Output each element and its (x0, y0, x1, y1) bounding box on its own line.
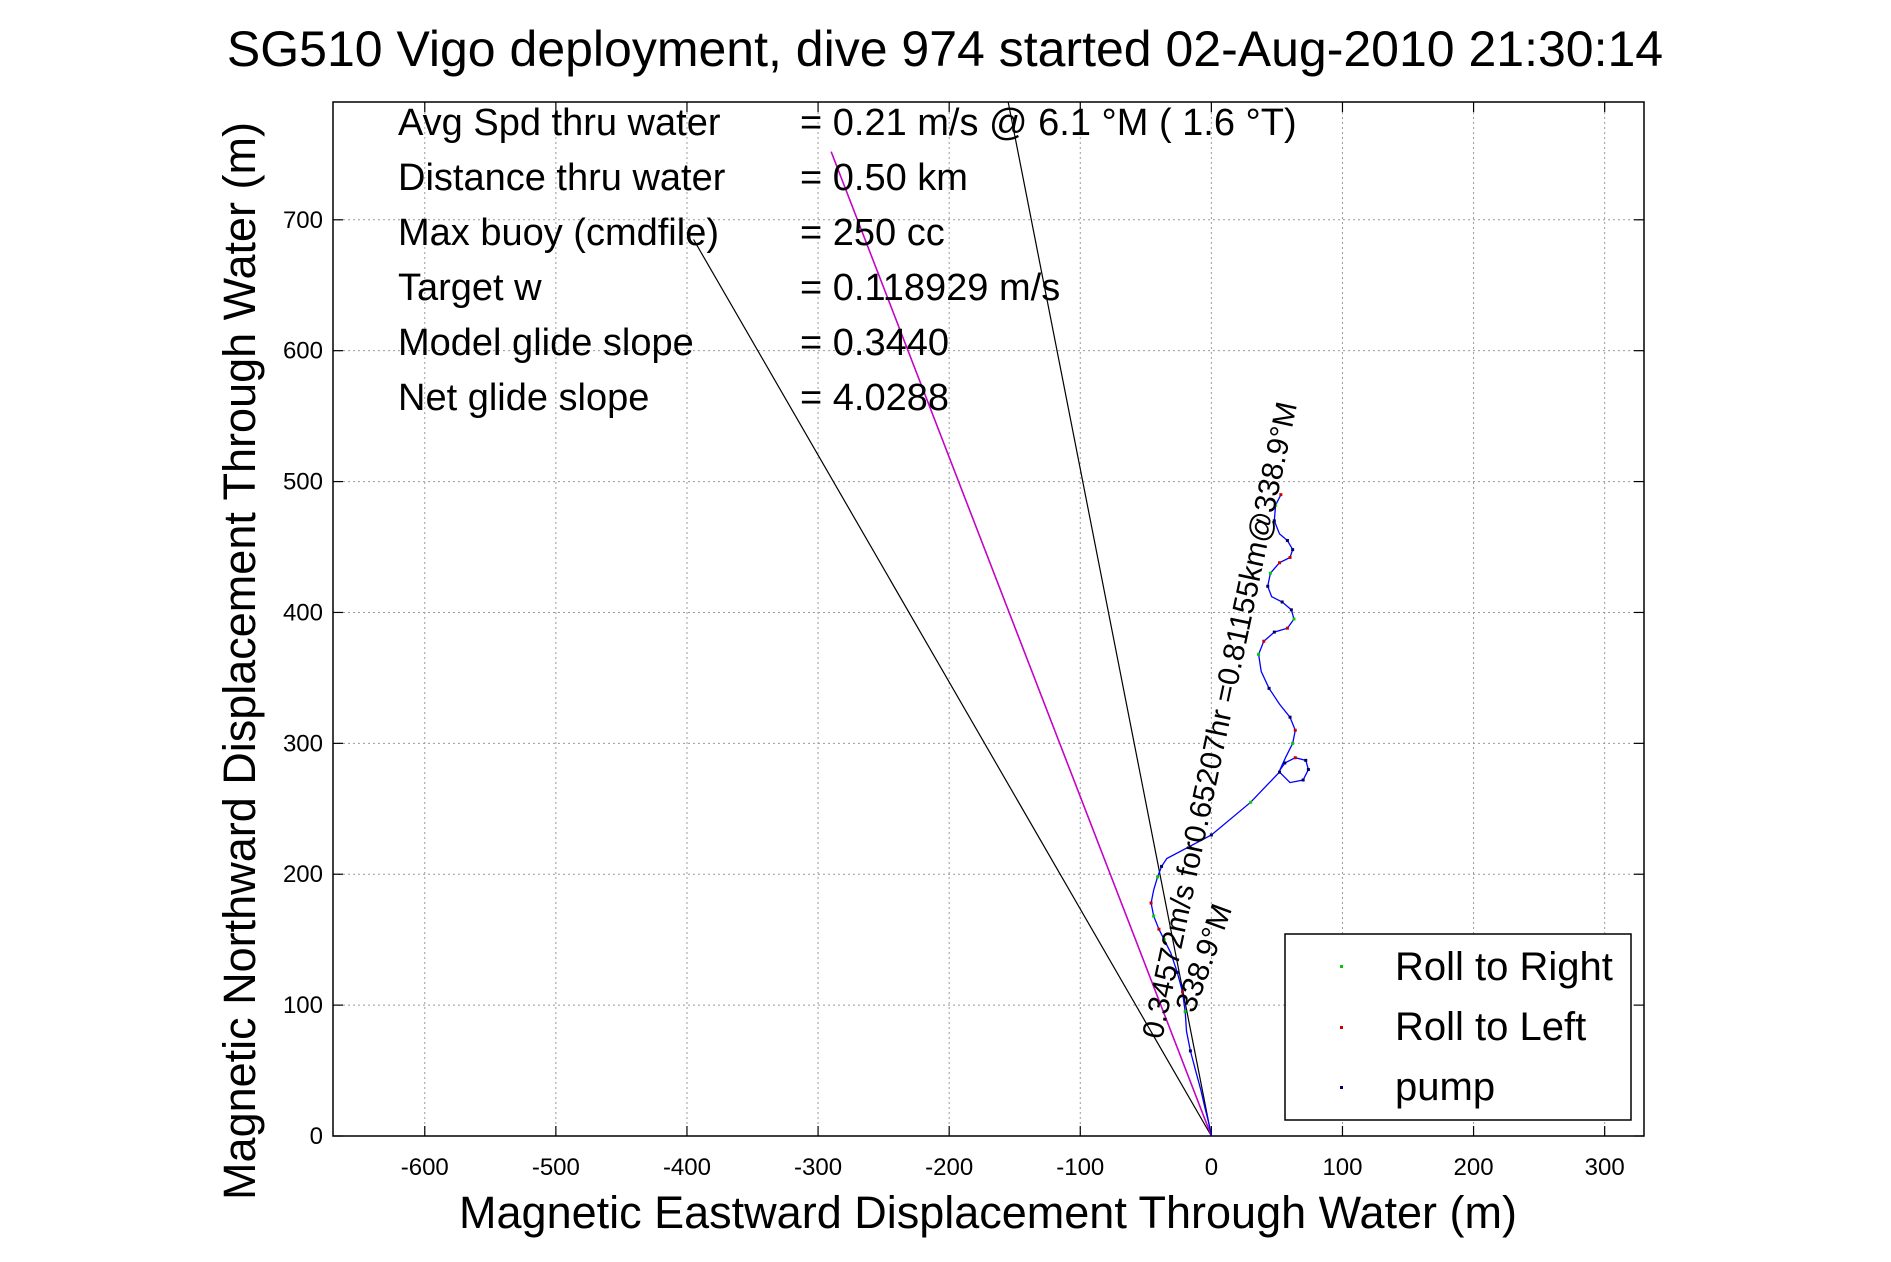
pump-point (1301, 778, 1305, 782)
x-tick-label: -400 (663, 1154, 711, 1181)
pump-point (1278, 770, 1282, 774)
x-tick-label: 300 (1585, 1154, 1625, 1181)
x-tick-label: 0 (1205, 1154, 1218, 1181)
y-tick-label: 700 (283, 207, 323, 234)
roll-right-point (1152, 914, 1156, 918)
x-tick-label: -600 (401, 1154, 449, 1181)
info-label: Distance thru water (398, 157, 726, 199)
y-tick-label: 400 (283, 599, 323, 626)
roll-right-point (1249, 800, 1253, 804)
legend-marker-pump (1340, 1086, 1343, 1089)
rays (693, 101, 1213, 1137)
roll-left-point (1149, 901, 1153, 905)
legend-roll-right: Roll to Right (1395, 945, 1613, 989)
roll-right-point (1268, 571, 1272, 575)
pump-point (1272, 630, 1276, 634)
pump-point (1175, 970, 1179, 974)
info-label: Target w (398, 267, 542, 309)
legend-roll-left: Roll to Left (1395, 1005, 1586, 1049)
x-tick-label: -500 (532, 1154, 580, 1181)
track-line (1150, 494, 1310, 1137)
markers (1149, 493, 1310, 1053)
pump-point (1285, 538, 1289, 542)
roll-right-point (1162, 938, 1166, 942)
roll-right-point (1257, 652, 1261, 656)
legend-marker-roll-left (1340, 1026, 1343, 1029)
y-tick-label: 100 (283, 992, 323, 1019)
pump-point (1160, 864, 1164, 868)
info-value: = 0.118929 m/s (800, 267, 1060, 309)
pump-point (1209, 833, 1213, 837)
plot-area-frame (332, 101, 1645, 1137)
roll-right-point (1292, 617, 1296, 621)
info-value: = 4.0288 (800, 377, 949, 419)
roll-left-point (1293, 756, 1297, 760)
pump-point (1291, 548, 1295, 552)
pump-point (1306, 768, 1310, 772)
info-label: Avg Spd thru water (398, 102, 721, 144)
roll-left-point (1293, 728, 1297, 732)
info-label: Max buoy (cmdfile) (398, 212, 719, 254)
chart-title: SG510 Vigo deployment, dive 974 started … (227, 21, 1663, 77)
pump-point (1272, 519, 1276, 523)
track (1150, 494, 1310, 1137)
roll-left-point (1278, 561, 1282, 565)
axis-ticks: -600 -500 -400 -300 -200 -100 0 100 200 300 0 100 20… (283, 102, 1644, 1181)
y-tick-label: 0 (310, 1123, 323, 1150)
pump-point (1280, 600, 1284, 604)
pump-point (1266, 584, 1270, 588)
legend: Roll to Right Roll to Left pump (1284, 933, 1632, 1121)
info-value: = 0.3440 (800, 322, 949, 364)
x-tick-label: 200 (1454, 1154, 1494, 1181)
info-block: Avg Spd thru water = 0.21 m/s @ 6.1 °M ( … (398, 102, 1297, 419)
roll-left-point (1262, 639, 1266, 643)
pump-point (1188, 1049, 1192, 1053)
info-value: = 250 cc (800, 212, 945, 254)
x-tick-label: -300 (794, 1154, 842, 1181)
info-label: Model glide slope (398, 322, 694, 364)
roll-left-point (1285, 626, 1289, 630)
roll-right-point (1274, 503, 1278, 507)
ray-line (1007, 101, 1212, 1137)
info-label: Net glide slope (398, 377, 649, 419)
y-tick-label: 500 (283, 469, 323, 496)
roll-left-point (1279, 493, 1283, 497)
y-tick-label: 600 (283, 338, 323, 365)
info-value: = 0.50 km (800, 157, 968, 199)
roll-right-point (1291, 741, 1295, 745)
pump-point (1283, 761, 1287, 765)
pump-point (1288, 715, 1292, 719)
roll-right-point (1183, 1010, 1187, 1014)
legend-pump: pump (1395, 1065, 1495, 1109)
x-tick-label: 100 (1322, 1154, 1362, 1181)
pump-point (1267, 686, 1271, 690)
pump-point (1304, 758, 1308, 762)
y-tick-label: 300 (283, 730, 323, 757)
pump-point (1289, 608, 1293, 612)
info-value: = 0.21 m/s @ 6.1 °M ( 1.6 °T) (800, 102, 1297, 144)
roll-right-point (1156, 875, 1160, 879)
roll-left-point (1157, 927, 1161, 931)
y-tick-label: 200 (283, 861, 323, 888)
ray-line (693, 239, 1212, 1137)
x-tick-label: -100 (1056, 1154, 1104, 1181)
x-tick-label: -200 (925, 1154, 973, 1181)
y-axis-label: Magnetic Northward Displacement Through … (214, 122, 265, 1200)
heading-line (830, 151, 1213, 1137)
x-axis-label: Magnetic Eastward Displacement Through W… (459, 1187, 1517, 1238)
roll-left-point (1181, 990, 1185, 994)
roll-left-point (1288, 555, 1292, 559)
legend-marker-roll-right (1340, 965, 1343, 968)
